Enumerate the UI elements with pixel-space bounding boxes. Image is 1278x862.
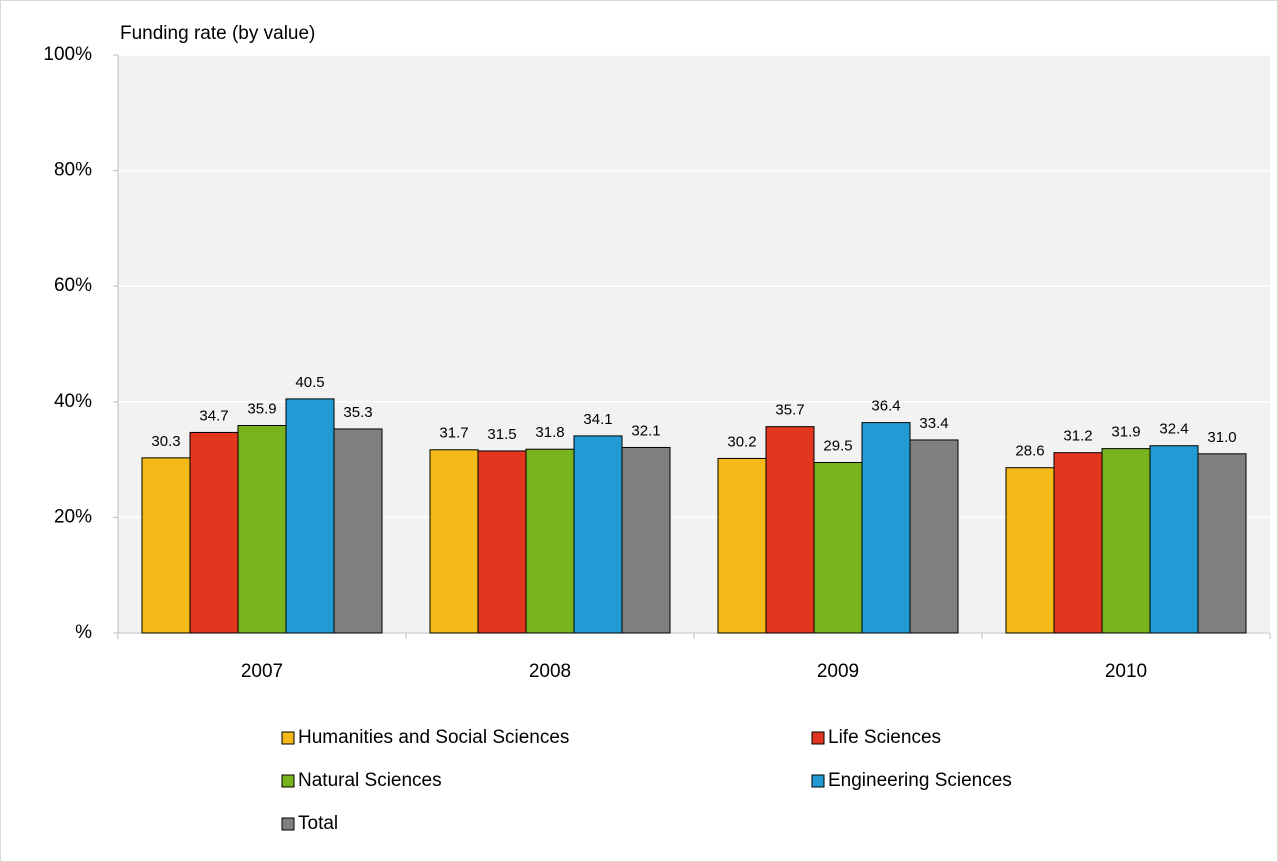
data-label: 29.5 xyxy=(823,437,852,454)
data-label: 31.0 xyxy=(1207,429,1236,446)
bar xyxy=(1005,467,1055,634)
x-tick-label: 2009 xyxy=(817,661,859,682)
legend-swatch xyxy=(811,731,825,745)
bar xyxy=(813,461,863,634)
data-label: 31.8 xyxy=(535,424,564,441)
legend-label: Natural Sciences xyxy=(298,770,442,791)
x-tick-label: 2007 xyxy=(241,661,283,682)
bar xyxy=(525,448,575,634)
bar xyxy=(1101,448,1151,634)
bar xyxy=(285,398,335,634)
y-tick-label: 20% xyxy=(54,506,92,527)
bar xyxy=(621,446,671,634)
bar xyxy=(237,424,287,634)
legend-swatch xyxy=(281,817,295,831)
y-tick-label: 60% xyxy=(54,275,92,296)
y-axis-title: Funding rate (by value) xyxy=(120,23,315,44)
y-tick-label: % xyxy=(75,622,92,643)
legend-label: Total xyxy=(298,813,338,834)
y-tick-label: 100% xyxy=(43,44,92,65)
bar xyxy=(861,422,911,634)
data-label: 32.4 xyxy=(1159,421,1188,438)
bar xyxy=(909,439,959,634)
legend-label: Humanities and Social Sciences xyxy=(298,727,569,748)
x-tick-label: 2008 xyxy=(529,661,571,682)
x-tick-label: 2010 xyxy=(1105,661,1147,682)
bar xyxy=(1197,453,1247,634)
bar xyxy=(1053,452,1103,634)
data-label: 31.2 xyxy=(1063,428,1092,445)
data-label: 31.7 xyxy=(439,425,468,442)
bar xyxy=(429,449,479,634)
data-label: 34.1 xyxy=(583,411,612,428)
bar xyxy=(477,450,527,634)
data-label: 31.9 xyxy=(1111,424,1140,441)
bar xyxy=(189,431,239,634)
data-label: 30.3 xyxy=(151,433,180,450)
bar xyxy=(1149,445,1199,634)
data-label: 40.5 xyxy=(295,374,324,391)
legend-swatch xyxy=(811,774,825,788)
y-tick-label: 40% xyxy=(54,391,92,412)
bar xyxy=(333,428,383,634)
data-label: 32.1 xyxy=(631,422,660,439)
legend-label: Life Sciences xyxy=(828,727,941,748)
data-label: 34.7 xyxy=(199,407,228,424)
data-label: 35.9 xyxy=(247,400,276,417)
data-label: 36.4 xyxy=(871,398,900,415)
data-label: 31.5 xyxy=(487,426,516,443)
bar xyxy=(717,457,767,634)
bar xyxy=(573,435,623,634)
data-label: 35.3 xyxy=(343,404,372,421)
data-label: 30.2 xyxy=(727,433,756,450)
data-label: 33.4 xyxy=(919,415,948,432)
legend-swatch xyxy=(281,731,295,745)
legend-label: Engineering Sciences xyxy=(828,770,1012,791)
legend-swatch xyxy=(281,774,295,788)
data-label: 28.6 xyxy=(1015,443,1044,460)
bar xyxy=(141,457,191,634)
data-label: 35.7 xyxy=(775,402,804,419)
y-tick-label: 80% xyxy=(54,160,92,181)
bar xyxy=(765,426,815,634)
